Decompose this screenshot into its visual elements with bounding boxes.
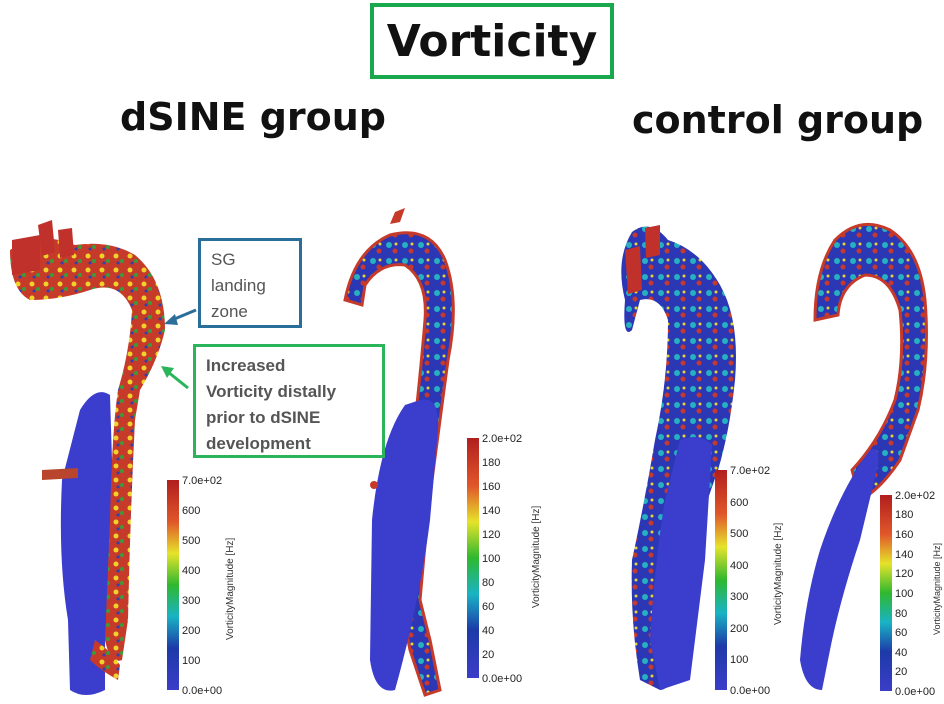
colorbar-1-tick-3: 400 [182, 565, 200, 577]
sg-landing-zone-callout: SG landing zone [198, 238, 302, 328]
colorbar-2-tick-2: 160 [482, 481, 500, 493]
colorbar-4-tick-7: 60 [895, 627, 907, 639]
colorbar-2-title: VorticityMagnitude [Hz] [531, 506, 542, 608]
vort-callout-line-4: development [206, 434, 311, 453]
colorbar-3-title: VorticityMagnitude [Hz] [773, 523, 784, 625]
increased-vorticity-callout: Increased Vorticity distally prior to dS… [193, 344, 385, 458]
colorbar-1-tick-2: 500 [182, 535, 200, 547]
dsine-group-title: dSINE group [120, 95, 386, 139]
dsine-surface-vessel [10, 220, 165, 695]
colorbar-1-tick-6: 100 [182, 655, 200, 667]
control-surface-vessel [621, 225, 736, 691]
colorbar-2-tick-9: 20 [482, 649, 494, 661]
dsine-slice-vessel [343, 208, 455, 697]
colorbar-3-tick-2: 500 [730, 528, 748, 540]
colorbar-1: 7.0e+02 600 500 400 300 200 100 0.0e+00 … [167, 475, 236, 697]
colorbar-1-tick-7: 0.0e+00 [182, 685, 222, 697]
colorbar-3-tick-0: 7.0e+02 [730, 465, 770, 477]
vort-callout-line-2: Vorticity distally [206, 382, 337, 401]
control-slice-vessel [800, 222, 928, 690]
colorbar-3-tick-4: 300 [730, 591, 748, 603]
colorbar-4: 2.0e+02 180 160 140 120 100 80 60 40 20 … [880, 490, 942, 698]
colorbar-1-tick-1: 600 [182, 505, 200, 517]
colorbar-3-tick-6: 100 [730, 654, 748, 666]
colorbar-3-tick-5: 200 [730, 623, 748, 635]
colorbar-2: 2.0e+02 180 160 140 120 100 80 60 40 20 … [467, 433, 542, 685]
colorbar-4-tick-5: 100 [895, 588, 913, 600]
title-box: Vorticity [370, 3, 614, 79]
colorbar-4-tick-4: 120 [895, 568, 913, 580]
colorbar-4-tick-10: 0.0e+00 [895, 686, 935, 698]
colorbar-1-title: VorticityMagnitude [Hz] [225, 538, 236, 640]
colorbar-4-tick-6: 80 [895, 608, 907, 620]
sg-callout-line-3: zone [211, 302, 248, 321]
figure-title: Vorticity [386, 15, 598, 67]
colorbar-4-tick-1: 180 [895, 509, 913, 521]
colorbar-4-title: VorticityMagnitude [Hz] [932, 543, 942, 635]
vort-callout-line-1: Increased [206, 356, 286, 375]
colorbar-3-tick-7: 0.0e+00 [730, 685, 770, 697]
vort-callout-line-3: prior to dSINE [206, 408, 321, 427]
colorbar-2-tick-3: 140 [482, 505, 500, 517]
colorbar-4-tick-2: 160 [895, 529, 913, 541]
colorbar-3: 7.0e+02 600 500 400 300 200 100 0.0e+00 … [715, 465, 784, 697]
colorbar-4-tick-0: 2.0e+02 [895, 490, 935, 502]
colorbar-2-tick-4: 120 [482, 529, 500, 541]
callout-arrows [161, 308, 197, 390]
colorbar-3-tick-1: 600 [730, 497, 748, 509]
colorbar-2-gradient [467, 438, 479, 678]
sg-callout-line-2: landing [211, 276, 266, 295]
colorbar-2-tick-1: 180 [482, 457, 500, 469]
colorbar-2-tick-8: 40 [482, 625, 494, 637]
colorbar-2-tick-5: 100 [482, 553, 500, 565]
colorbar-4-gradient [880, 495, 892, 691]
colorbar-2-tick-0: 2.0e+02 [482, 433, 522, 445]
control-group-title: control group [632, 98, 924, 142]
colorbar-4-tick-9: 20 [895, 666, 907, 678]
sg-callout-line-1: SG [211, 250, 236, 269]
colorbar-1-tick-0: 7.0e+02 [182, 475, 222, 487]
colorbar-3-gradient [715, 470, 727, 690]
colorbar-2-tick-7: 60 [482, 601, 494, 613]
colorbar-2-tick-6: 80 [482, 577, 494, 589]
colorbar-1-tick-5: 200 [182, 625, 200, 637]
colorbar-1-gradient [167, 480, 179, 690]
colorbar-1-tick-4: 300 [182, 595, 200, 607]
colorbar-2-tick-10: 0.0e+00 [482, 673, 522, 685]
colorbar-4-tick-3: 140 [895, 549, 913, 561]
colorbar-3-tick-3: 400 [730, 560, 748, 572]
colorbar-4-tick-8: 40 [895, 647, 907, 659]
